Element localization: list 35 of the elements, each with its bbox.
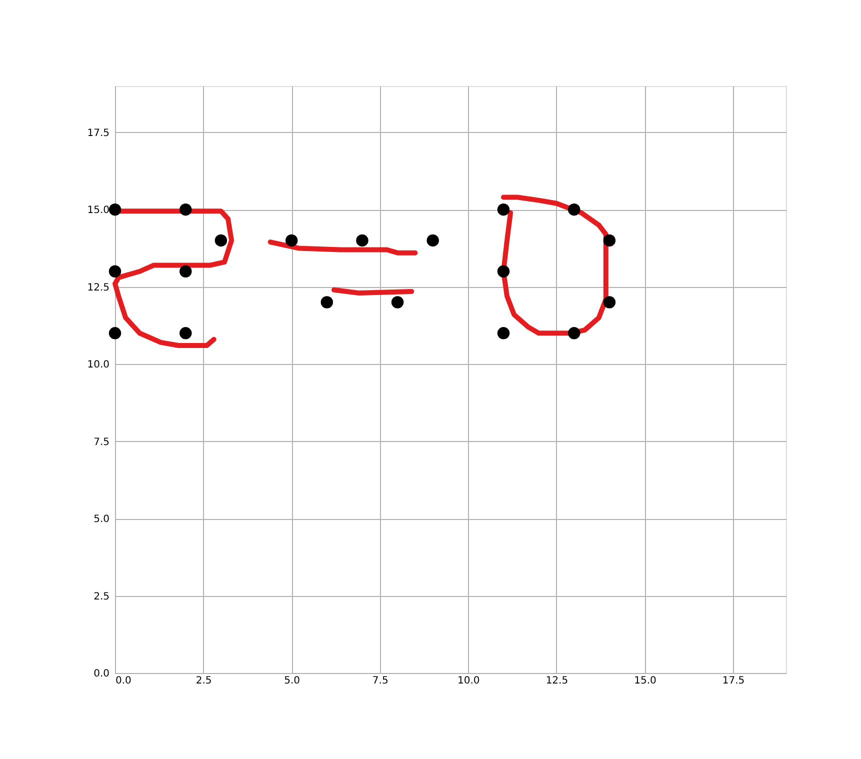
point [497, 327, 510, 340]
x-tick-label: 12.5 [546, 676, 568, 686]
x-tick-label: 5.0 [284, 676, 300, 686]
y-tick-label: 2.5 [94, 591, 110, 602]
point [497, 203, 510, 216]
point [108, 203, 122, 216]
y-tick-label: 17.5 [87, 128, 110, 139]
y-tick-label: 7.5 [94, 436, 110, 448]
point [497, 265, 510, 278]
point [285, 234, 298, 247]
point [214, 234, 228, 247]
x-tick-label: 10.0 [458, 676, 480, 686]
y-tick-label: 12.5 [87, 282, 110, 294]
point [320, 296, 334, 308]
y-tick-label: 10.0 [87, 360, 110, 371]
x-tick-label: 17.5 [722, 676, 745, 686]
x-tick-label: 7.5 [372, 676, 388, 686]
point [180, 265, 192, 278]
point [391, 296, 404, 308]
x-tick-label: 15.0 [634, 676, 656, 686]
point [426, 234, 439, 247]
y-tick-label: 15.0 [87, 205, 110, 216]
point [603, 234, 616, 247]
x-tick-label: 0.0 [116, 676, 132, 686]
point [180, 203, 192, 216]
point [568, 327, 580, 340]
point [568, 203, 580, 216]
point [108, 327, 122, 340]
y-tick-label: 0.0 [94, 668, 110, 680]
y-tick-label: 5.0 [94, 514, 110, 526]
point [108, 265, 122, 278]
point [603, 296, 616, 308]
point [356, 234, 368, 247]
point [180, 327, 192, 340]
x-tick-label: 2.5 [196, 676, 212, 686]
